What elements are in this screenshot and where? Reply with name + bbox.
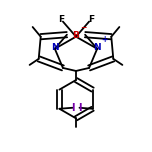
Text: F: F <box>58 15 64 24</box>
Text: N: N <box>51 43 59 52</box>
Text: I: I <box>78 103 81 113</box>
Text: +: + <box>102 35 108 44</box>
Text: B: B <box>73 31 79 40</box>
Text: −: − <box>80 23 87 32</box>
Text: I: I <box>71 103 74 113</box>
Text: N: N <box>93 43 101 52</box>
Text: F: F <box>88 15 94 24</box>
